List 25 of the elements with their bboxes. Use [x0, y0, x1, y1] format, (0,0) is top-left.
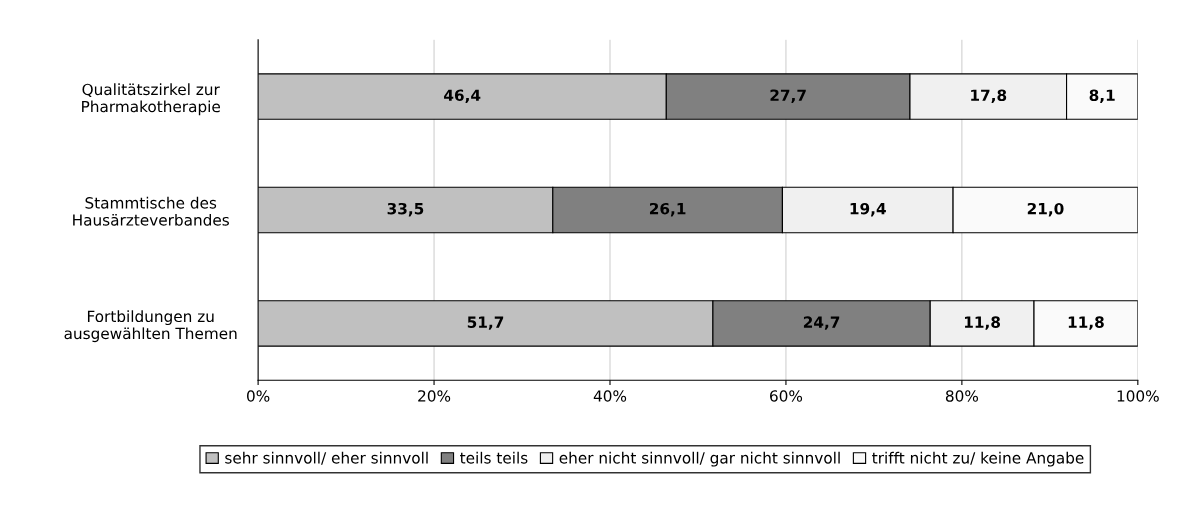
y-tick-label: Fortbildungen zu ausgewählten Themen	[64, 310, 237, 343]
data-label: 8,1	[1089, 89, 1115, 103]
y-tick-label: Qualitätszirkel zur Pharmakotherapie	[82, 83, 220, 116]
x-tick-label: 60%	[770, 390, 803, 402]
data-label: 17,8	[971, 89, 1007, 103]
x-tick-label: 80%	[945, 390, 979, 402]
x-tick-label: 20%	[418, 390, 451, 402]
data-label: 11,8	[1068, 316, 1104, 330]
legend-label: teils teils	[460, 451, 528, 464]
data-label: 24,7	[803, 316, 840, 330]
data-label: 46,4	[444, 89, 481, 103]
legend-label: sehr sinnvoll/ eher sinnvoll	[225, 451, 428, 465]
data-label: 51,7	[467, 316, 504, 330]
data-label: 27,7	[770, 89, 806, 103]
data-label: 33,5	[387, 202, 424, 217]
x-tick-label: 40%	[593, 390, 627, 402]
legend-label: trifft nicht zu/ keine Angabe	[872, 451, 1084, 467]
x-tick-label: 100%	[1117, 390, 1159, 402]
data-label: 26,1	[649, 202, 686, 217]
x-tick-label: 0%	[247, 390, 270, 402]
data-label: 11,8	[964, 316, 1001, 330]
data-label: 19,4	[850, 202, 886, 217]
y-tick-label: Stammtische des Hausärzteverbandes	[73, 196, 229, 226]
data-label: 21,0	[1027, 202, 1064, 217]
legend-label: eher nicht sinnvoll/ gar nicht sinnvoll	[559, 451, 840, 467]
